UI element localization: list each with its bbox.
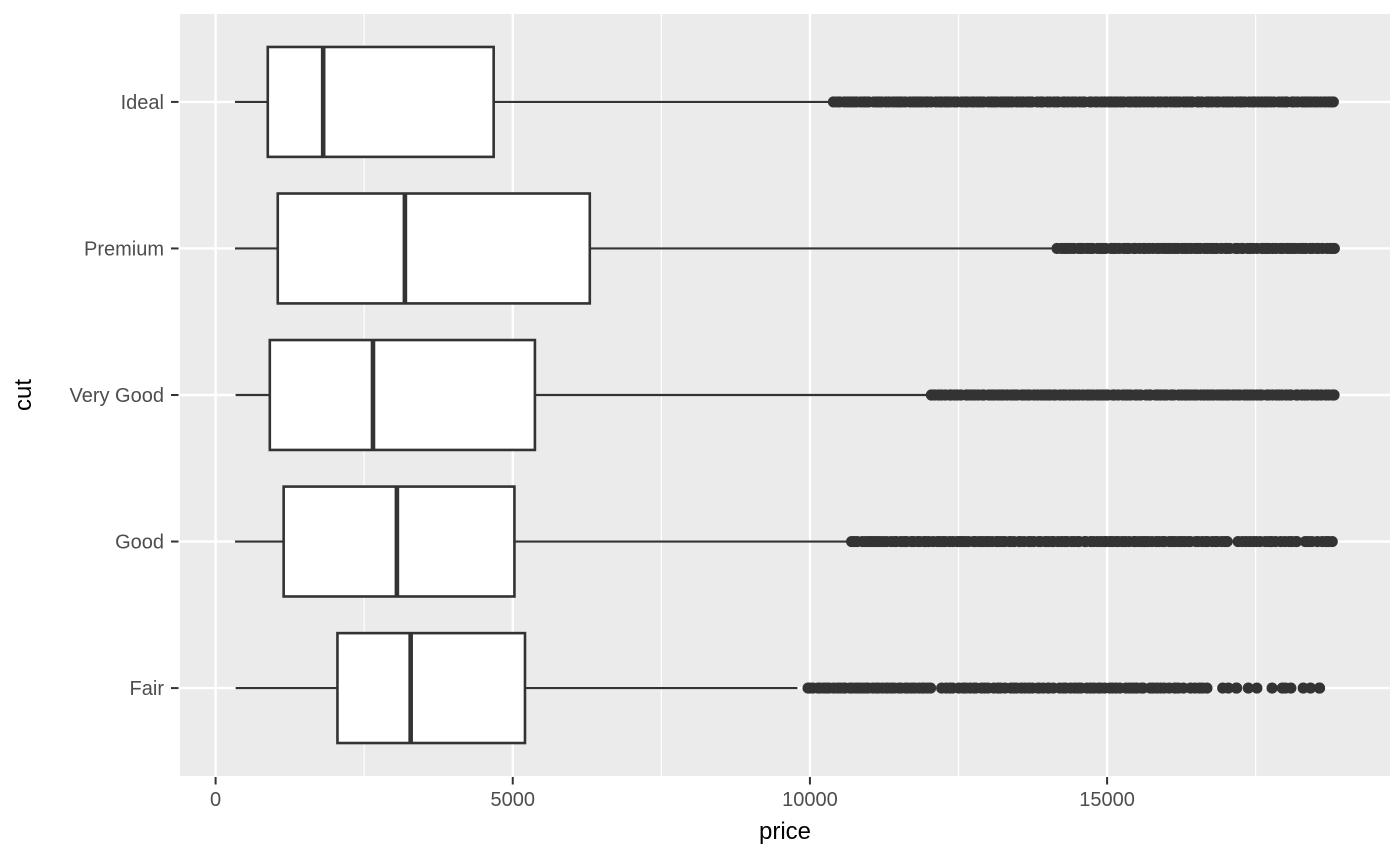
x-tick-label: 0 — [210, 789, 221, 811]
box-very-good — [268, 338, 537, 452]
x-tick-label: 15000 — [1079, 789, 1135, 811]
x-axis-title: price — [758, 818, 812, 845]
y-tick-label-fair: Fair — [130, 678, 165, 700]
outlier-point-ideal — [1327, 96, 1339, 108]
outlier-point-fair — [1266, 682, 1278, 694]
outlier-point-premium — [1328, 242, 1340, 255]
outlier-point-good — [1291, 535, 1303, 548]
y-tick-label-very-good: Very Good — [69, 385, 164, 407]
x-tick-label: 10000 — [782, 789, 838, 811]
outlier-point-good — [1221, 535, 1233, 548]
y-tick-label-good: Good — [115, 532, 164, 554]
y-tick-label-ideal: Ideal — [121, 92, 164, 114]
outlier-point-fair — [924, 682, 937, 694]
outlier-point-fair — [1285, 682, 1297, 694]
outlier-point-good — [1326, 535, 1338, 548]
box-premium — [276, 192, 592, 305]
outlier-point-fair — [1231, 682, 1243, 694]
box-fair — [336, 631, 527, 745]
y-tick-label-premium: Premium — [84, 238, 164, 260]
outlier-point-fair — [1313, 682, 1326, 694]
outlier-point-fair — [1222, 682, 1234, 694]
outlier-point-very-good — [1328, 389, 1340, 401]
outlier-point-fair — [1304, 682, 1317, 694]
outlier-point-fair — [1242, 682, 1254, 694]
outlier-point-fair — [1201, 682, 1213, 694]
box-ideal — [266, 45, 495, 159]
y-axis-title: cut — [10, 379, 37, 412]
x-tick-label: 5000 — [491, 789, 536, 811]
outlier-point-fair — [1251, 682, 1263, 694]
